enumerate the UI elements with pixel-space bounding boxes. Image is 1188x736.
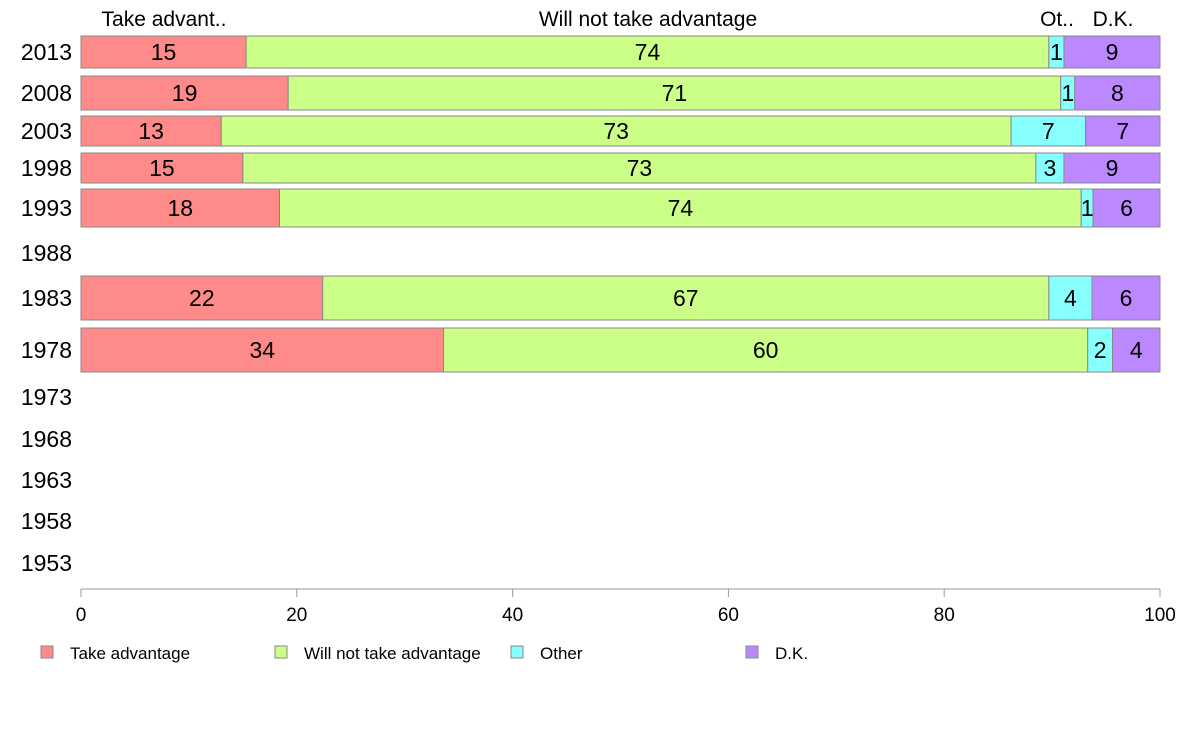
bar-segment [1010,115,1087,147]
data-label: 4 [1064,285,1077,311]
data-label: 13 [138,118,164,144]
data-label: 73 [627,155,653,181]
y-tick-label: 1968 [21,426,72,452]
legend-label: D.K. [775,644,808,663]
data-label: 19 [172,80,198,106]
legend-swatch [745,645,759,659]
x-tick-label: 80 [934,605,955,626]
bar-segment [443,327,1089,373]
bar-segment [287,75,1062,111]
column-header: Will not take advantage [539,8,757,31]
legend-label: Other [540,644,583,663]
bar-segment [220,115,1012,147]
x-tick-label: 0 [76,605,87,626]
bar-segment [80,115,222,147]
bar-segment [1092,188,1161,228]
bar-segment [242,152,1037,184]
data-label: 6 [1120,195,1133,221]
bar-segment [322,275,1050,321]
y-tick-label: 1983 [21,285,72,311]
data-label: 2 [1094,337,1107,363]
bar-segment [1063,152,1161,184]
data-label: 1 [1050,39,1063,65]
data-label: 74 [668,195,694,221]
y-tick-label: 1963 [21,467,72,493]
data-label: 74 [635,39,661,65]
legend-label: Take advantage [70,644,190,663]
data-label: 73 [603,118,629,144]
y-tick-label: 1958 [21,508,72,534]
y-tick-label: 1993 [21,195,72,221]
data-label: 60 [753,337,779,363]
y-tick-label: 1973 [21,384,72,410]
bar-segment [80,75,289,111]
data-label: 1 [1081,195,1094,221]
bar-segment [80,327,445,373]
bar-segment [80,35,247,69]
data-label: 34 [249,337,275,363]
legend-swatch [40,645,54,659]
y-tick-label: 2008 [21,80,72,106]
bar-segment [1063,35,1161,69]
x-tick-label: 60 [718,605,739,626]
legend-swatch [274,645,288,659]
column-header: D.K. [1093,8,1134,31]
bar-segment [1112,327,1161,373]
data-label: 7 [1042,118,1055,144]
data-label: 18 [167,195,193,221]
bar-segment [1085,115,1161,147]
y-tick-label: 1998 [21,155,72,181]
data-label: 9 [1106,39,1119,65]
bar-segment [1035,152,1065,184]
column-header: Take advant.. [102,8,227,31]
data-label: 67 [673,285,699,311]
x-tick-label: 100 [1144,605,1176,626]
column-header: Ot.. [1040,8,1074,31]
y-tick-label: 2003 [21,118,72,144]
legend-swatch [510,645,524,659]
x-tick-label: 40 [502,605,523,626]
data-label: 71 [662,80,688,106]
data-label: 1 [1061,80,1074,106]
data-label: 15 [149,155,175,181]
data-label: 15 [151,39,177,65]
bar-segment [245,35,1050,69]
data-label: 3 [1044,155,1057,181]
data-label: 6 [1120,285,1133,311]
data-label: 7 [1116,118,1129,144]
data-label: 8 [1111,80,1124,106]
bar-segment [80,275,324,321]
data-label: 9 [1106,155,1119,181]
bar-segment [1074,75,1161,111]
x-tick-label: 20 [286,605,307,626]
y-tick-label: 2013 [21,39,72,65]
bar-segment [80,152,244,184]
data-label: 22 [189,285,215,311]
bar-segment [1091,275,1161,321]
y-tick-label: 1978 [21,337,72,363]
y-tick-label: 1988 [21,240,72,266]
y-tick-label: 1953 [21,550,72,576]
data-label: 4 [1130,337,1143,363]
legend-label: Will not take advantage [304,644,481,663]
